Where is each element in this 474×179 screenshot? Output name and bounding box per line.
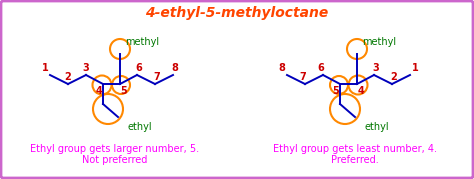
Text: 6: 6 <box>318 63 324 73</box>
Text: 7: 7 <box>300 72 306 82</box>
Text: 8: 8 <box>279 63 285 73</box>
Text: 4: 4 <box>357 86 365 96</box>
Text: 3: 3 <box>373 63 379 73</box>
Text: 4-ethyl-5-methyloctane: 4-ethyl-5-methyloctane <box>146 6 328 20</box>
Text: 1: 1 <box>42 63 48 73</box>
Text: 2: 2 <box>64 72 72 82</box>
Text: 8: 8 <box>172 63 178 73</box>
Text: 5: 5 <box>333 86 339 96</box>
Text: ethyl: ethyl <box>365 122 389 132</box>
Text: Preferred.: Preferred. <box>331 155 379 165</box>
Text: Not preferred: Not preferred <box>82 155 148 165</box>
Text: 1: 1 <box>411 63 419 73</box>
Text: ethyl: ethyl <box>128 122 152 132</box>
Text: methyl: methyl <box>125 37 159 47</box>
Text: Ethyl group gets larger number, 5.: Ethyl group gets larger number, 5. <box>30 144 200 154</box>
Text: 5: 5 <box>120 86 128 96</box>
Text: 3: 3 <box>82 63 90 73</box>
Text: 4: 4 <box>96 86 102 96</box>
Text: methyl: methyl <box>362 37 396 47</box>
Text: 7: 7 <box>154 72 160 82</box>
Text: Ethyl group gets least number, 4.: Ethyl group gets least number, 4. <box>273 144 437 154</box>
Text: 2: 2 <box>391 72 397 82</box>
Text: 6: 6 <box>136 63 142 73</box>
